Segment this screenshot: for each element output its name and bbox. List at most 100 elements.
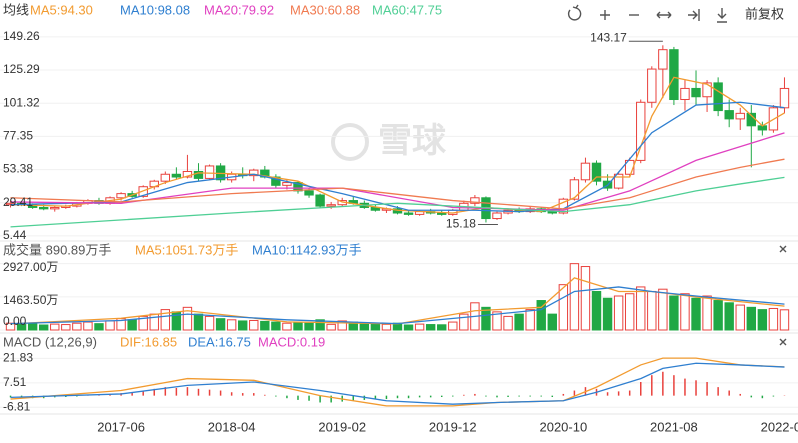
volume-bar [105,320,115,331]
volume-bar [193,313,204,331]
expand-icon[interactable] [656,11,672,19]
candle-body [702,82,712,98]
candle-body [658,49,668,70]
y-tick-label: 5.44 [3,228,27,242]
annotation: 143.17 [590,30,627,44]
ma-line [10,277,785,325]
legend-item: MA5:1051.73万手 [135,242,238,257]
volume-bar [613,295,624,331]
volume-bar [226,319,237,331]
volume-bar [602,297,613,331]
x-tick-label: 2019-02 [318,419,366,434]
volume-bar [702,295,712,331]
ma-line [10,286,785,325]
volume-bar [691,297,701,331]
legend-item: MA60:47.75 [372,2,442,17]
x-tick-label: 2018-04 [208,419,256,434]
candle-body [271,176,281,186]
volume-bar [768,307,779,331]
end-icon[interactable] [688,9,700,21]
y-tick-label: 2927.00万 [3,260,58,274]
volume-bar [448,321,458,331]
volume-bar [94,323,104,331]
x-tick-label: 2019-12 [429,419,477,434]
y-tick-label: 7.51 [3,375,27,389]
candle-body [580,162,591,181]
candle-body [591,162,602,182]
zoom-in-icon[interactable] [600,10,610,20]
volume-bar [127,319,137,331]
legend-item: MACD:0.19 [258,334,325,349]
volume-bar [293,321,303,331]
candle-body [735,112,745,120]
volume-bar [414,323,425,331]
volume-bar [282,322,292,331]
volume-bar [337,320,347,331]
y-tick-label: 149.26 [3,29,40,43]
volume-bar [138,315,148,331]
panel-title: 成交量 890.89万手 [3,242,111,257]
volume-bar [481,306,491,331]
y-tick-label: 0.00 [3,314,27,328]
y-tick-label: 125.29 [3,62,40,76]
close-macd[interactable] [779,338,787,346]
volume-bar [50,323,60,331]
y-tick-label: -6.81 [3,399,31,413]
volume-bar [558,284,569,331]
candle-body [779,87,790,109]
volume-bar [38,324,49,331]
watermark: 雪球 [331,122,447,161]
legend-item: MA20:79.92 [204,2,274,17]
download-icon[interactable] [717,8,727,23]
ma-line [10,158,785,210]
candle-body [315,194,325,207]
volume-bar [492,311,502,331]
volume-bar [370,323,381,331]
legend-title: 均线 [3,2,29,17]
volume-bar [658,288,668,331]
legend-item: DIF:16.85 [120,334,177,349]
undo-icon[interactable] [567,4,582,21]
y-tick-label: 53.38 [3,162,33,176]
candle-body [193,170,204,179]
candle-body [38,206,49,210]
volume-bar [437,324,447,331]
volume-bar [547,313,557,331]
volume-bar [326,323,336,331]
candle-body [647,68,657,103]
ma-line [10,101,785,213]
candle-body [569,179,580,200]
adjust-button[interactable]: 前复权 [745,6,784,21]
volume-bar [459,313,469,331]
volume-bar [779,309,790,331]
watermark-text: 雪球 [378,122,447,160]
volume-bar [359,322,370,331]
legend-item: MA10:1142.93万手 [252,242,362,257]
legend-item: MA10:98.08 [120,2,190,17]
volume-bar [160,309,171,331]
candle-body [691,87,701,98]
volume-bar [304,322,314,331]
candle-body [116,193,126,199]
candle-body [50,206,60,210]
close-volume[interactable] [779,245,787,253]
candle-body [724,110,734,120]
volume-bar [536,300,546,331]
toolbar: 前复权 [567,4,784,23]
volume-bar [260,320,270,331]
volume-bar [569,263,580,331]
candle-body [282,182,292,186]
candle-body [680,87,690,101]
volume-bar [591,290,602,331]
volume-bar [271,321,281,331]
annotation: 15.18 [446,217,476,231]
legend-item: MA5:94.30 [30,2,93,17]
volume-bar [381,323,392,331]
y-tick-label: 101.32 [3,95,40,109]
candle-body [171,173,182,178]
ma-line [10,362,785,405]
candle-body [160,173,171,182]
volume-bar [204,315,215,331]
volume-bar [16,323,27,331]
volume-bar [83,321,93,331]
